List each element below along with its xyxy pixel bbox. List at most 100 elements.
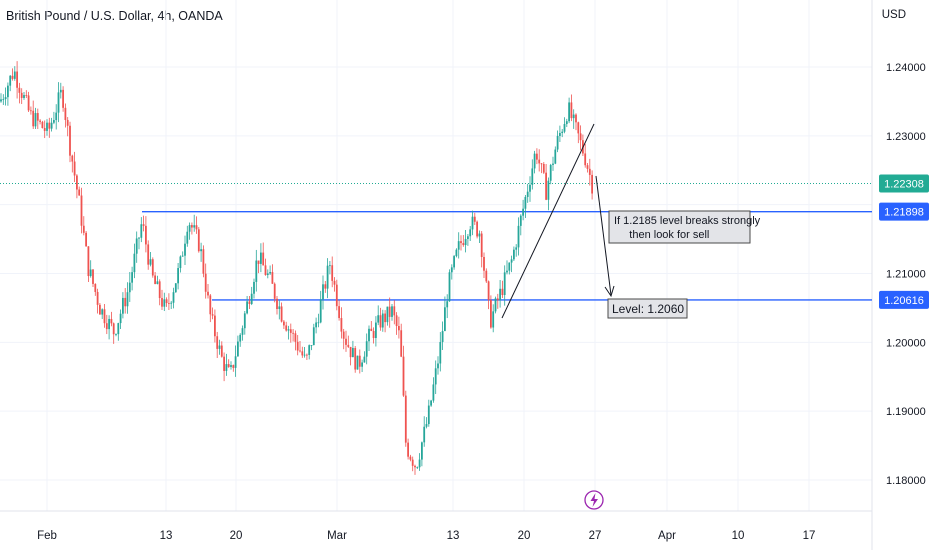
candle [547,177,550,211]
candle [365,333,368,365]
candle [7,82,9,106]
candle [271,264,274,284]
candle [588,158,591,186]
candle [398,316,400,339]
candle [246,296,248,315]
candle [333,277,336,292]
candle [73,151,76,182]
candle [186,225,189,247]
candle [324,280,327,293]
candle [499,280,501,308]
candle [280,302,283,323]
candle [342,328,345,350]
candle [563,117,566,134]
candle [556,130,559,153]
candle [568,97,570,124]
candle [331,256,334,288]
candle [457,232,460,259]
trend-line[interactable] [501,123,595,319]
candle [216,331,219,358]
candle [490,295,492,329]
lightning-icon[interactable] [584,490,604,510]
candle [209,293,212,323]
candle [253,278,255,299]
candle [395,312,398,335]
candle [158,279,161,306]
candle [117,322,120,341]
candle [9,74,12,92]
candle [425,417,428,429]
candle [264,258,267,276]
projection-arrow[interactable] [595,175,615,298]
candle [82,216,85,236]
currency-label: USD [881,9,906,21]
candle [391,304,393,321]
candle [4,87,7,106]
candle [536,148,538,165]
price-tick-label: 1.23000 [886,131,926,143]
candle [306,353,308,360]
candle [561,129,564,138]
callout-note[interactable]: If 1.2185 level breaks strongly then loo… [608,210,761,244]
candle [36,108,39,130]
candle [400,323,403,358]
candle [591,170,593,200]
candle [43,120,46,139]
chart-title: British Pound / U.S. Dollar, 4h, OANDA [6,9,223,23]
grid [0,0,872,511]
candle [289,323,292,343]
candle [172,287,175,309]
candle [471,210,474,236]
candle [211,307,214,320]
candle [487,280,490,310]
time-tick-label: Mar [327,530,347,542]
candle [32,100,35,129]
candle [78,186,81,196]
candle [269,265,271,276]
candle [103,304,106,328]
candle [223,352,225,382]
candle [294,330,297,351]
candle [285,321,288,332]
candle [80,187,83,234]
candle [138,236,140,250]
candle [354,346,357,373]
candle [278,300,281,320]
candle [542,162,545,175]
candle [501,280,504,299]
time-tick-label: Feb [37,530,57,542]
candle [402,345,405,397]
candle [453,255,455,270]
candle [437,356,439,375]
time-tick-label: 20 [518,530,531,542]
candle [124,288,127,314]
candle [283,319,285,330]
candle [554,146,557,165]
candle [149,251,152,267]
target-label[interactable]: Level: 1.2060 [607,298,688,319]
candle [101,308,104,320]
candle [197,227,200,253]
candle [165,297,168,307]
time-tick-label: Apr [658,530,676,542]
time-tick-label: 13 [447,530,460,542]
candle [322,275,324,310]
candle [441,321,444,351]
candle [202,245,205,278]
candle [473,212,476,225]
callout-line-2: then look for sell [614,229,709,241]
level-badge-upper-text: 1.21898 [884,207,924,219]
candle [531,159,534,190]
price-axis: 1.24000 1.23000 1.21000 1.20000 1.19000 1.180… [886,62,926,487]
candle [248,296,251,310]
candle [409,454,412,462]
candle [128,272,131,302]
candle [292,328,294,342]
candle [2,94,5,105]
candle [287,325,290,340]
candle [25,90,28,99]
candle [207,283,209,299]
candle [57,82,60,123]
candle [503,265,506,306]
